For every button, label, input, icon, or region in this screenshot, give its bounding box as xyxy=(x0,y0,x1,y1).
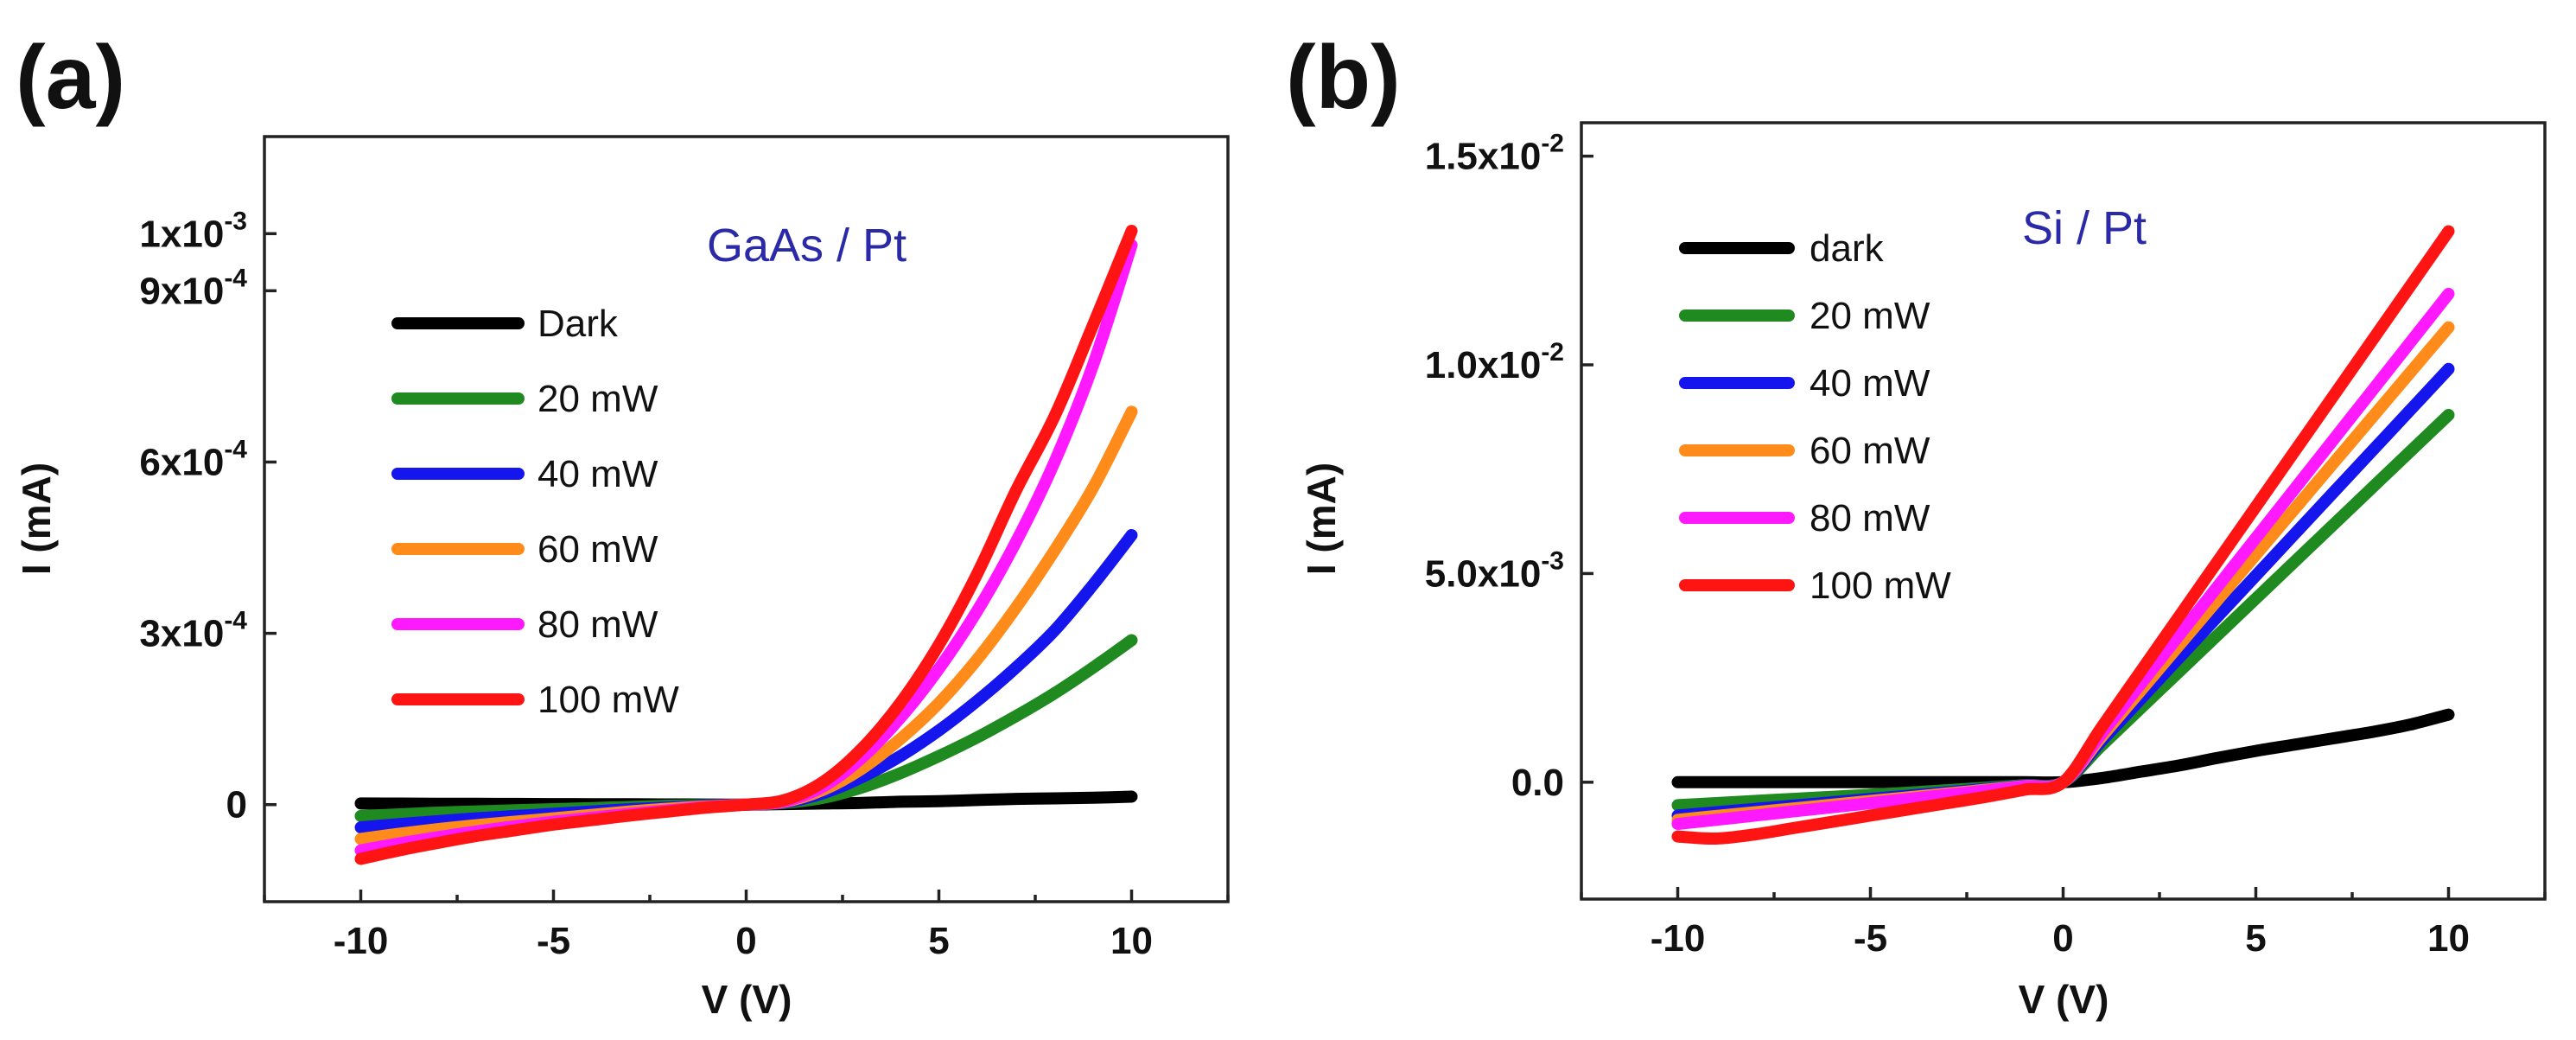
panel-a-x-tick-label: 0 xyxy=(735,920,756,962)
panel-a-y-axis-title: I (mA) xyxy=(14,463,59,575)
panel-b-y-tick-base: 0.0 xyxy=(1511,762,1564,804)
panel-a-y-tick-label: 1x10-3 xyxy=(139,207,247,255)
panel-a-legend: Dark 20 mW 40 mW 60 mW 80 mW 100 mW xyxy=(391,303,679,721)
panel-b-y-tick-label: 0.0 xyxy=(1511,762,1564,804)
panel-b-y-tick-base: 1.0x10 xyxy=(1425,344,1542,386)
panel-b-x-tick-label: 10 xyxy=(2427,917,2470,960)
panel-a-y-tick-exponent: -4 xyxy=(224,264,247,292)
panel-a-y-tick-base: 0 xyxy=(226,784,247,826)
panel-b-x-tick-label: 5 xyxy=(2245,917,2266,960)
panel-a-legend-label: 60 mW xyxy=(537,528,658,571)
panel-a-y-tick-base: 9x10 xyxy=(139,270,224,312)
panel-b: (b) -10 -5 0 5 100.05.0x10-31.0x10-21.5x10-2… xyxy=(1286,28,2547,1022)
panel-a-y-tick-exponent: -4 xyxy=(224,607,247,635)
panel-b-annotation: Si / Pt xyxy=(2022,202,2147,254)
panel-a-y-tick-label: 6x10-4 xyxy=(139,435,247,483)
panel-a-y-tick-exponent: -3 xyxy=(224,207,247,235)
panel-a-x-tick-label: -10 xyxy=(334,920,389,962)
panel-b-y-tick-exponent: -2 xyxy=(1541,338,1564,367)
panel-b-x-tick-label: -10 xyxy=(1651,917,1706,960)
panel-b-legend-label: 40 mW xyxy=(1810,362,1930,405)
panel-b-legend-label: 80 mW xyxy=(1810,497,1930,539)
panel-b-ticks: -10 -5 0 5 100.05.0x10-31.0x10-21.5x10-2 xyxy=(1425,130,2547,960)
panel-b-y-tick-exponent: -3 xyxy=(1541,546,1564,575)
panel-a-legend-label: 80 mW xyxy=(537,603,658,646)
panel-a-x-tick-label: -5 xyxy=(537,920,570,962)
panel-b-y-tick-base: 5.0x10 xyxy=(1425,552,1542,595)
panel-a-legend-label: Dark xyxy=(537,303,619,345)
panel-a-y-tick-exponent: -4 xyxy=(224,435,247,463)
panel-b-label: (b) xyxy=(1286,28,1401,128)
panel-a-legend-label: 40 mW xyxy=(537,453,658,495)
panel-b-legend: dark 20 mW 40 mW 60 mW 80 mW 100 mW xyxy=(1679,227,1951,607)
panel-a-label: (a) xyxy=(16,28,125,128)
panel-a-series-5-line xyxy=(354,225,1138,865)
panel-b-x-tick-label: 0 xyxy=(2052,917,2073,960)
panel-b-series-5-line xyxy=(1671,225,2455,845)
panel-a-y-tick-label: 3x10-4 xyxy=(139,607,247,655)
panel-b-legend-label: 60 mW xyxy=(1810,430,1930,472)
panel-b-y-tick-label: 5.0x10-3 xyxy=(1425,546,1564,595)
panel-b-curves xyxy=(1671,225,2455,845)
panel-a-y-tick-base: 6x10 xyxy=(139,441,224,483)
panel-a-y-tick-base: 3x10 xyxy=(139,613,224,655)
panel-b-y-tick-base: 1.5x10 xyxy=(1425,136,1542,178)
panel-b-y-tick-label: 1.5x10-2 xyxy=(1425,130,1564,178)
panel-b-y-tick-label: 1.0x10-2 xyxy=(1425,338,1564,386)
panel-a-annotation: GaAs / Pt xyxy=(707,220,906,271)
panel-b-legend-label: 100 mW xyxy=(1810,565,1951,607)
panel-a-legend-label: 20 mW xyxy=(537,378,658,420)
panel-b-x-tick-label: -5 xyxy=(1854,917,1887,960)
panel-a-y-tick-base: 1x10 xyxy=(139,213,224,255)
panel-a-legend-label: 100 mW xyxy=(537,679,679,721)
panel-b-legend-label: dark xyxy=(1810,227,1885,270)
panel-a-x-tick-label: 10 xyxy=(1110,920,1153,962)
panel-b-x-axis-title: V (V) xyxy=(2019,977,2109,1022)
panel-a-y-tick-label: 0 xyxy=(226,784,247,826)
panel-a-y-tick-label: 9x10-4 xyxy=(139,264,247,312)
panel-a-x-tick-label: 5 xyxy=(928,920,949,962)
panel-a-curves xyxy=(354,225,1138,865)
panel-a-x-axis-title: V (V) xyxy=(702,977,792,1022)
panel-b-y-axis-title: I (mA) xyxy=(1299,463,1344,575)
panel-b-y-tick-exponent: -2 xyxy=(1541,130,1564,158)
panel-b-legend-label: 20 mW xyxy=(1810,295,1930,337)
